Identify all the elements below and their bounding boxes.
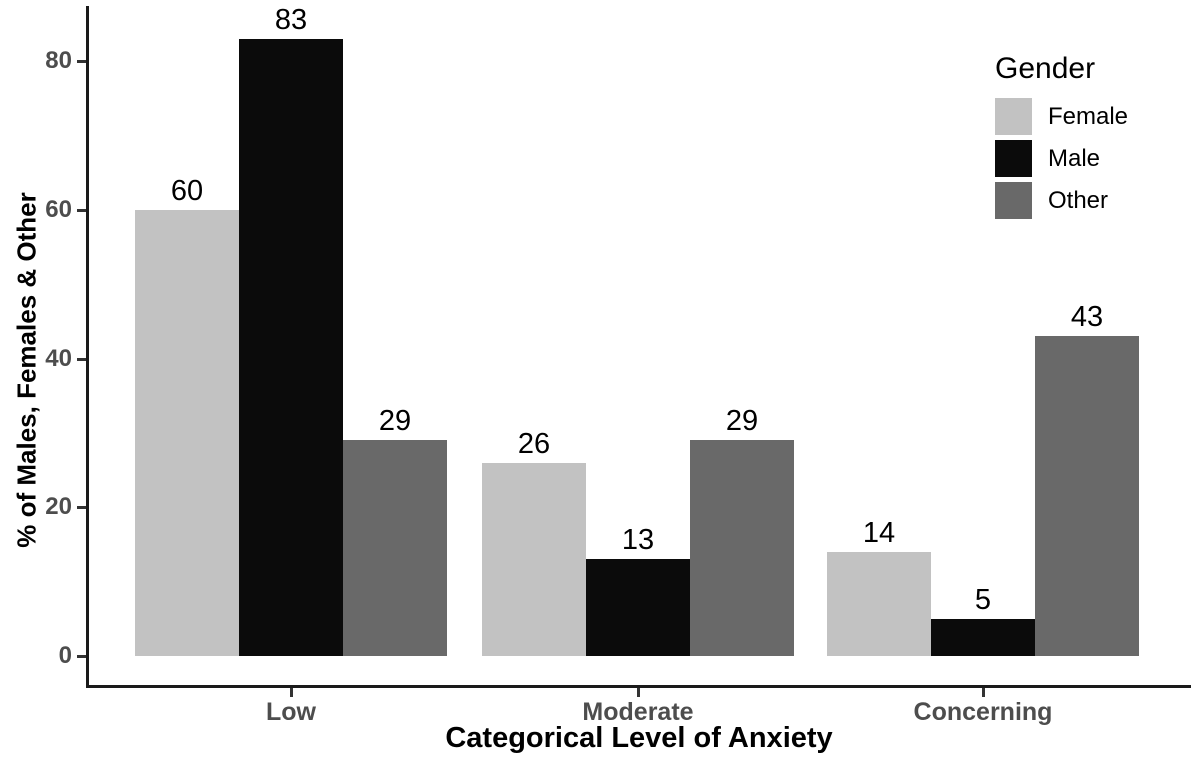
y-axis-line <box>86 6 89 688</box>
y-tick-label: 40 <box>45 345 72 372</box>
bar-value-label: 5 <box>974 584 992 616</box>
bar-value-label: 13 <box>621 524 655 556</box>
bar-value-label: 83 <box>274 4 308 36</box>
bar-male-low <box>239 39 343 656</box>
y-tick-mark <box>77 209 86 212</box>
y-tick-mark <box>77 358 86 361</box>
bar-other-low <box>343 440 447 656</box>
bar-value-label: 60 <box>170 175 204 207</box>
legend-item-other: Other <box>995 182 1128 219</box>
x-tick-mark <box>637 688 640 697</box>
bar-value-label: 26 <box>517 428 551 460</box>
legend-item-female: Female <box>995 98 1128 135</box>
y-tick-label: 20 <box>45 493 72 520</box>
legend-swatch-male <box>995 140 1032 177</box>
legend-swatch-other <box>995 182 1032 219</box>
bar-female-concerning <box>827 552 931 656</box>
x-category-label-moderate: Moderate <box>582 698 694 726</box>
legend-label: Female <box>1048 102 1129 130</box>
bar-other-moderate <box>690 440 794 656</box>
legend-label: Male <box>1048 144 1101 172</box>
bar-female-low <box>135 210 239 656</box>
bar-female-moderate <box>482 463 586 656</box>
x-tick-mark <box>982 688 985 697</box>
bar-other-concerning <box>1035 336 1139 656</box>
x-axis-line <box>86 685 1191 688</box>
bar-value-label: 29 <box>725 405 759 437</box>
legend: Gender Female Male Other <box>995 52 1128 224</box>
x-category-label-low: Low <box>266 698 316 726</box>
bar-value-label: 43 <box>1070 301 1104 333</box>
x-axis-title: Categorical Level of Anxiety <box>445 722 833 754</box>
legend-title: Gender <box>995 52 1096 85</box>
y-tick-mark <box>77 60 86 63</box>
legend-swatch-female <box>995 98 1032 135</box>
y-tick-label: 0 <box>58 642 72 669</box>
legend-label: Other <box>1048 186 1109 214</box>
bar-value-label: 14 <box>862 517 896 549</box>
x-category-label-concerning: Concerning <box>913 698 1053 726</box>
bar-male-moderate <box>586 559 690 656</box>
bar-value-label: 29 <box>378 405 412 437</box>
bar-male-concerning <box>931 619 1035 656</box>
y-tick-mark <box>77 655 86 658</box>
x-tick-mark <box>290 688 293 697</box>
legend-items: Female Male Other <box>995 98 1128 219</box>
y-tick-label: 60 <box>45 196 72 223</box>
y-tick-label: 80 <box>45 47 72 74</box>
legend-item-male: Male <box>995 140 1128 177</box>
y-tick-mark <box>77 506 86 509</box>
